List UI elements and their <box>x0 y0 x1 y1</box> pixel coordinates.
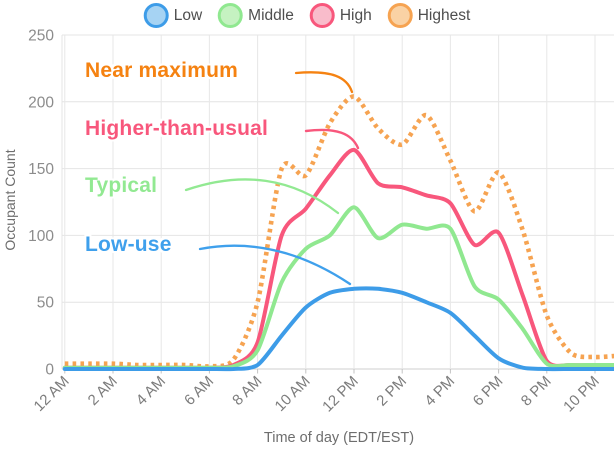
y-tick-label: 50 <box>37 295 55 312</box>
x-tick-label: 6 PM <box>470 373 507 410</box>
legend-label: Low <box>173 6 203 24</box>
x-tick-label: 4 PM <box>421 373 458 410</box>
legend-item-middle[interactable]: Middle <box>218 3 294 28</box>
x-tick-label: 6 AM <box>181 373 217 409</box>
x-tick-label: 8 PM <box>518 373 555 410</box>
gridlines <box>61 34 614 370</box>
x-tick-label: 12 AM <box>31 373 73 415</box>
annotation-connector-low-use <box>198 244 352 286</box>
annotation-label-typical: Typical <box>85 174 158 197</box>
annotation-connectors <box>184 71 360 286</box>
x-tick-label: 2 PM <box>373 373 410 410</box>
legend-item-high[interactable]: High <box>309 3 372 28</box>
axis-tick-labels: 0 50 100 150 200 250 12 AM 2 AM 4 AM 6 AM 8 AM 10 A… <box>28 28 603 416</box>
legend-item-low[interactable]: Low <box>143 3 203 28</box>
x-tick-label: 10 PM <box>560 373 603 416</box>
y-tick-label: 200 <box>28 94 54 111</box>
annotation-label-higher-than-usual: Higher-than-usual <box>85 117 269 140</box>
y-axis-title: Occupant Count <box>2 149 18 250</box>
legend-label: High <box>339 6 372 24</box>
series-line-low <box>62 286 614 372</box>
chart-legend: Low Middle High Highest <box>143 3 471 28</box>
legend-item-highest[interactable]: Highest <box>387 3 471 28</box>
series-lines <box>62 94 614 372</box>
x-tick-label: 12 PM <box>319 373 362 416</box>
series-line-highest <box>64 94 614 369</box>
legend-swatch-high <box>309 3 335 28</box>
annotation-label-low-use: Low-use <box>85 233 172 256</box>
y-tick-label: 0 <box>45 362 54 379</box>
legend-label: Highest <box>417 6 471 24</box>
annotation-connector-typical <box>184 178 340 215</box>
x-axis-title: Time of day (EDT/EST) <box>264 430 414 446</box>
legend-swatch-low <box>143 3 169 28</box>
legend-swatch-middle <box>218 3 244 28</box>
y-tick-label: 250 <box>28 28 54 45</box>
x-tick-label: 2 AM <box>85 373 121 409</box>
legend-swatch-highest <box>387 3 413 28</box>
legend-label: Middle <box>248 6 294 24</box>
x-tick-label: 4 AM <box>133 373 169 409</box>
annotation-connector-higher-than-usual <box>304 128 360 150</box>
series-line-middle <box>62 205 614 370</box>
y-tick-label: 100 <box>28 228 54 245</box>
y-tick-label: 150 <box>28 161 54 178</box>
annotation-connector-near-maximum <box>294 71 354 94</box>
annotation-label-near-maximum: Near maximum <box>85 59 238 82</box>
x-tick-label: 10 AM <box>272 373 314 415</box>
x-tick-label: 8 AM <box>229 373 265 409</box>
